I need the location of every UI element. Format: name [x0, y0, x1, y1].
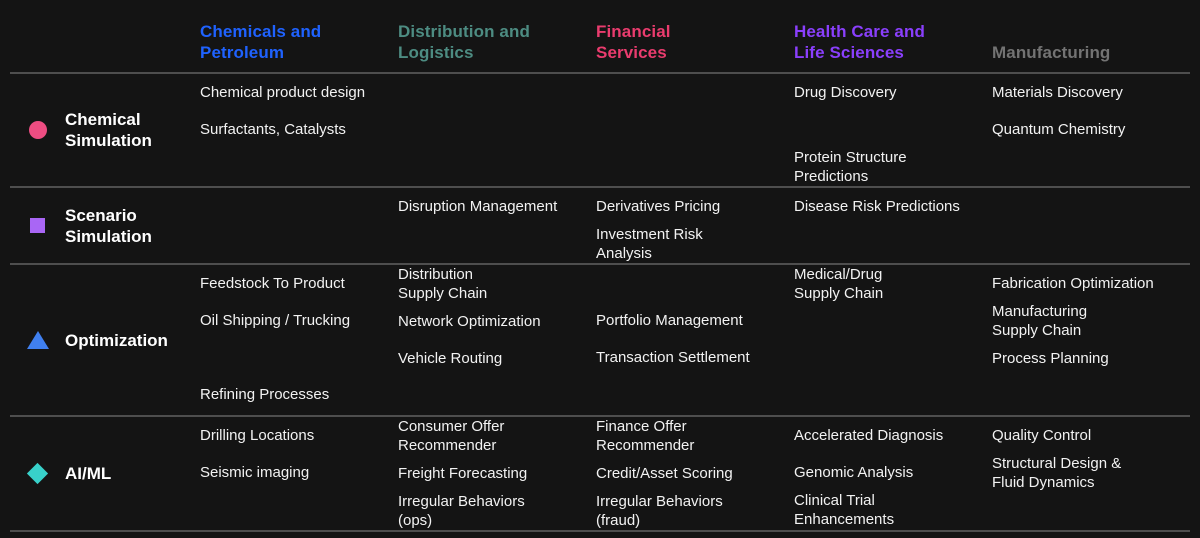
use-case-item: Process Planning [992, 350, 1109, 367]
matrix-cell [596, 74, 794, 186]
matrix-cell: Accelerated Diagnosis Genomic Analysis Cli… [794, 417, 992, 530]
matrix-cell: Disruption Management [398, 188, 596, 263]
matrix-cell: Drilling Locations Seismic imaging [200, 417, 398, 530]
header-spacer-icon-col [10, 0, 65, 72]
matrix-cell: Consumer Offer Recommender Freight Foreca… [398, 417, 596, 530]
use-case-item: Irregular Behaviors (ops) [398, 493, 525, 529]
matrix-cell [200, 188, 398, 263]
row-category-label: Chemical Simulation [65, 110, 152, 150]
matrix-cell: Finance Offer Recommender Credit/Asset Sc… [596, 417, 794, 530]
row-category-label: Scenario Simulation [65, 205, 152, 246]
use-case-item: Structural Design & Fluid Dynamics [992, 455, 1122, 491]
table-row: AI/ML Drilling Locations Seismic imaging Co… [10, 415, 1190, 532]
column-header-distribution-and-logistics: Distribution and Logistics [398, 22, 530, 62]
column-header-financial-services: Financial Services [596, 22, 671, 62]
row-category-label: Optimization [65, 330, 168, 350]
matrix-cell: Feedstock To Product Oil Shipping / Truck… [200, 265, 398, 415]
table-row: Scenario Simulation Disruption Management… [10, 186, 1190, 263]
matrix-cell: Portfolio Management Transaction Settleme… [596, 265, 794, 415]
square-icon [30, 218, 45, 233]
use-case-item: Medical/Drug Supply Chain [794, 266, 884, 302]
use-case-item: Fabrication Optimization [992, 275, 1154, 292]
row-icon-cell [10, 74, 65, 186]
matrix-cell: Derivatives Pricing Investment Risk Analy… [596, 188, 794, 263]
use-case-item: Refining Processes [200, 386, 330, 403]
use-case-item: Oil Shipping / Trucking [200, 312, 351, 329]
matrix-cell: Chemical product design Surfactants, Cata… [200, 74, 398, 186]
diamond-icon [26, 462, 49, 485]
table-row: Chemical Simulation Chemical product desi… [10, 72, 1190, 186]
use-case-item: Portfolio Management [596, 312, 743, 329]
matrix-cell [992, 188, 1190, 263]
use-case-item: Surfactants, Catalysts [200, 121, 346, 138]
matrix-cell: Disease Risk Predictions [794, 188, 992, 263]
table-row: Optimization Feedstock To Product Oil Ship… [10, 263, 1190, 415]
use-case-item: Genomic Analysis [794, 464, 914, 481]
use-case-item: Investment Risk Analysis [596, 226, 703, 262]
matrix-cell [398, 74, 596, 186]
use-case-item: Disruption Management [398, 198, 558, 215]
column-header-chemicals-and-petroleum: Chemicals and Petroleum [200, 22, 322, 62]
row-icon-cell [10, 265, 65, 415]
row-category-label: AI/ML [65, 464, 112, 483]
matrix-cell: Drug Discovery Protein Structure Predicti… [794, 74, 992, 186]
use-case-item: Consumer Offer Recommender [398, 418, 505, 454]
row-icon-cell [10, 417, 65, 530]
use-case-item: Transaction Settlement [596, 349, 750, 366]
use-case-item: Seismic imaging [200, 464, 310, 481]
matrix-cell: Materials Discovery Quantum Chemistry [992, 74, 1190, 186]
use-case-item: Feedstock To Product [200, 275, 345, 292]
use-case-item: Quantum Chemistry [992, 121, 1126, 138]
header-spacer-label-col [65, 0, 200, 72]
use-case-item: Manufacturing Supply Chain [992, 303, 1088, 339]
circle-icon [28, 121, 47, 139]
column-header-health-care-and-life-sciences: Health Care and Life Sciences [794, 22, 925, 62]
empty-slot [200, 339, 380, 376]
row-icon-cell [10, 188, 65, 263]
use-case-item: Quality Control [992, 427, 1092, 444]
column-header-manufacturing: Manufacturing [992, 43, 1111, 62]
matrix-body: Chemical Simulation Chemical product desi… [10, 72, 1190, 532]
empty-slot [794, 111, 974, 148]
use-case-item: Materials Discovery [992, 84, 1123, 101]
matrix-cell: Medical/Drug Supply Chain [794, 265, 992, 415]
use-case-item: Vehicle Routing [398, 350, 503, 367]
use-case-item: Network Optimization [398, 313, 541, 330]
use-case-item: Accelerated Diagnosis [794, 427, 944, 444]
use-case-item: Drilling Locations [200, 427, 315, 444]
triangle-icon [26, 331, 49, 349]
empty-slot [596, 265, 776, 302]
use-case-item: Credit/Asset Scoring [596, 465, 733, 482]
matrix-cell: Distribution Supply Chain Network Optimiz… [398, 265, 596, 415]
matrix-cell: Fabrication Optimization Manufacturing Su… [992, 265, 1190, 415]
matrix-cell: Quality Control Structural Design & Fluid… [992, 417, 1190, 530]
use-case-item: Clinical Trial Enhancements [794, 492, 895, 528]
use-case-item: Finance Offer Recommender [596, 418, 695, 454]
use-case-item: Protein Structure Predictions [794, 149, 907, 185]
use-case-item: Freight Forecasting [398, 465, 528, 482]
use-case-item: Irregular Behaviors (fraud) [596, 493, 723, 529]
use-case-item: Derivatives Pricing [596, 198, 721, 215]
use-case-item: Drug Discovery [794, 84, 897, 101]
use-case-item: Chemical product design [200, 84, 366, 101]
use-case-item: Disease Risk Predictions [794, 198, 960, 215]
use-case-item: Distribution Supply Chain [398, 266, 488, 302]
column-header-row: Chemicals and Petroleum Distribution and … [10, 0, 1190, 72]
